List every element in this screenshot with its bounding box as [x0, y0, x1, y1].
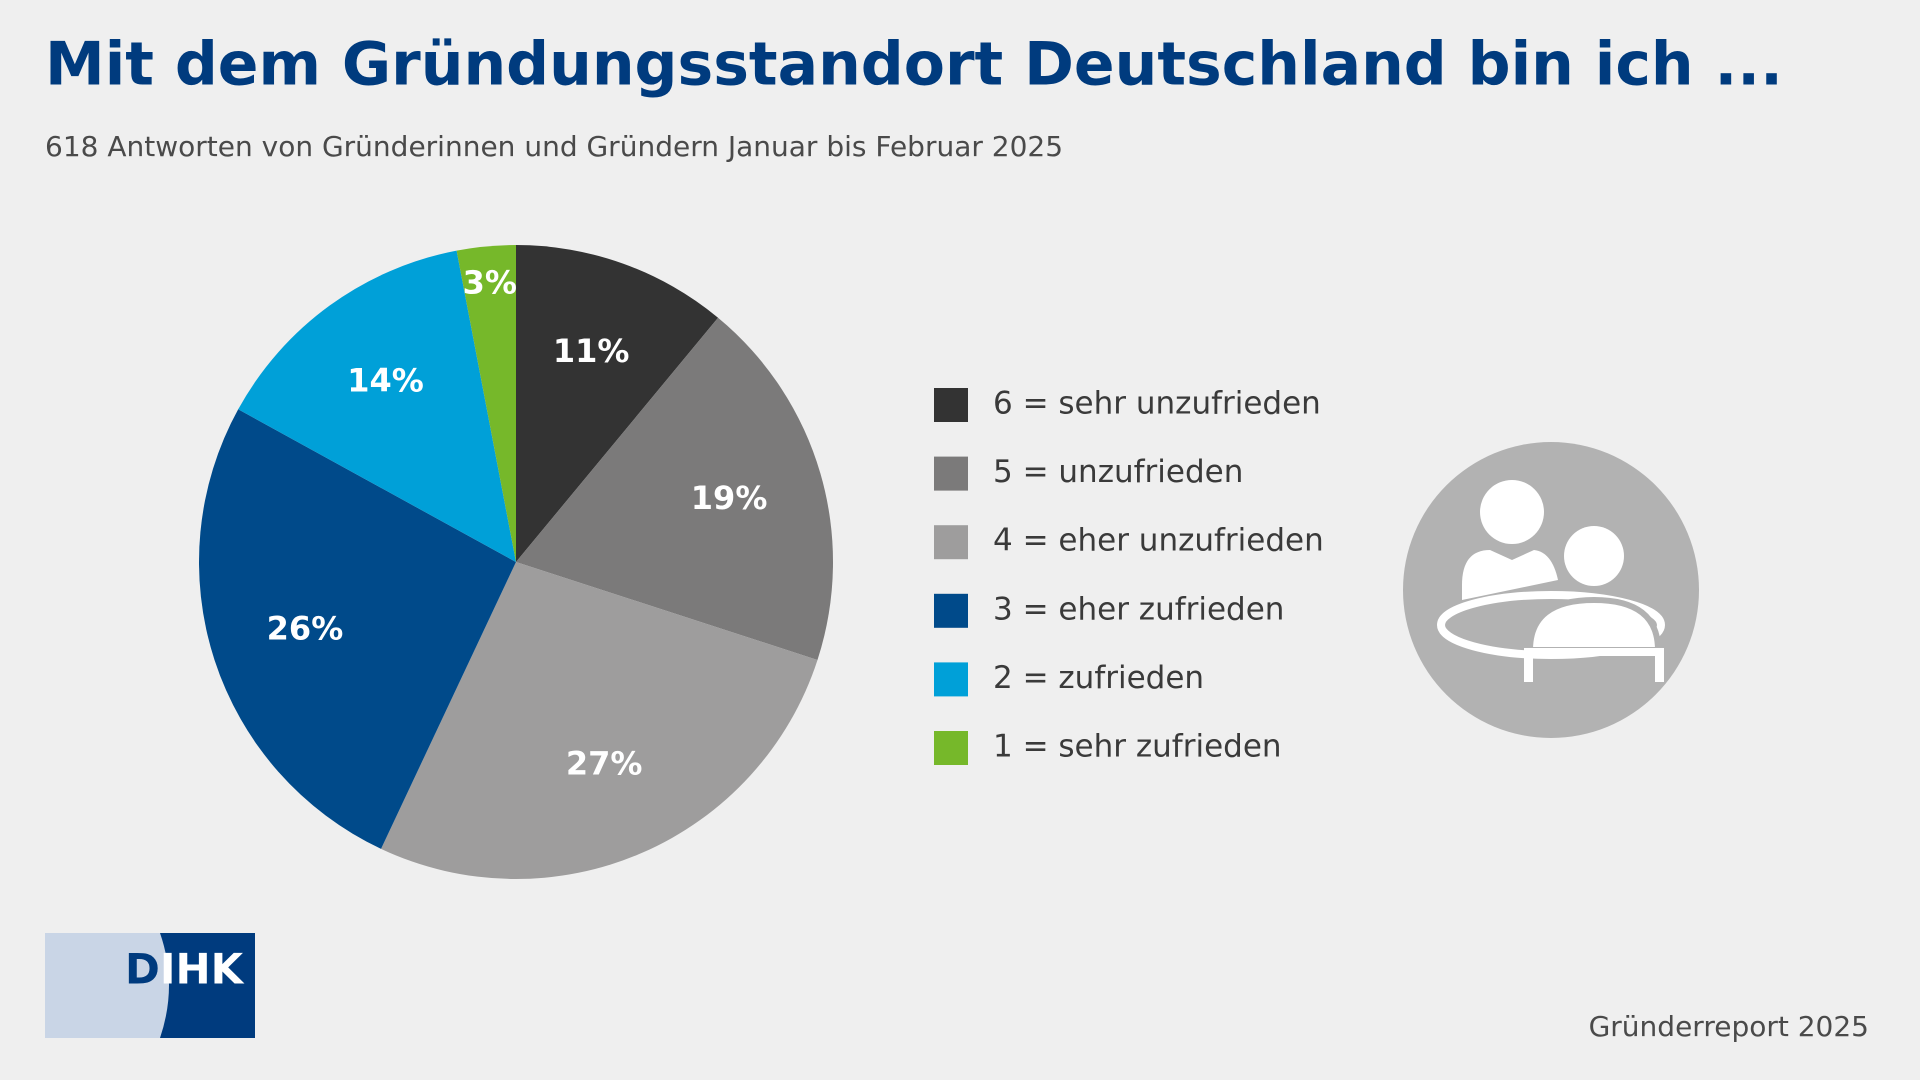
- legend-swatch: [934, 525, 968, 560]
- pie-slice: [516, 245, 719, 562]
- data-label: 3%: [463, 263, 517, 301]
- pie-slice: [198, 409, 516, 849]
- legend-label: 1 = sehr zufrieden: [993, 729, 1282, 765]
- legend-label: 2 = zufrieden: [993, 660, 1204, 696]
- pie-slice: [381, 562, 818, 879]
- legend: 6 = sehr unzufrieden 5 = unzufrieden 4 = e…: [934, 386, 1324, 765]
- pie-slice: [238, 250, 516, 563]
- legend-label: 3 = eher zufrieden: [993, 591, 1284, 627]
- logo-text: DIHK: [125, 945, 245, 994]
- pie-slice: [456, 245, 516, 562]
- data-label: 11%: [553, 332, 630, 370]
- source: Gründerreport 2025: [1589, 1010, 1869, 1043]
- legend-swatch: [934, 593, 968, 628]
- legend-swatch: [934, 662, 968, 697]
- legend-swatch: [934, 731, 968, 765]
- data-label: 26%: [267, 610, 344, 648]
- data-label: 19%: [691, 479, 768, 517]
- data-label: 27%: [566, 745, 643, 783]
- pie-slice: [516, 317, 833, 660]
- logo: DIHK: [45, 933, 255, 1038]
- legend-label: 5 = unzufrieden: [993, 454, 1243, 490]
- pie: 11% 19% 27% 26% 14% 3%: [198, 245, 833, 879]
- icon: [1403, 442, 1699, 738]
- data-label: 14%: [347, 361, 424, 399]
- legend-swatch: [934, 388, 968, 422]
- legend-label: 6 = sehr unzufrieden: [993, 386, 1321, 422]
- chart-subtitle: 618 Antworten von Gründerinnen und Gründ…: [45, 130, 1063, 163]
- chart-title: Mit dem Gründungsstandort Deutschland bi…: [45, 30, 1783, 100]
- legend-swatch: [934, 456, 968, 491]
- legend-label: 4 = eher unzufrieden: [993, 523, 1324, 559]
